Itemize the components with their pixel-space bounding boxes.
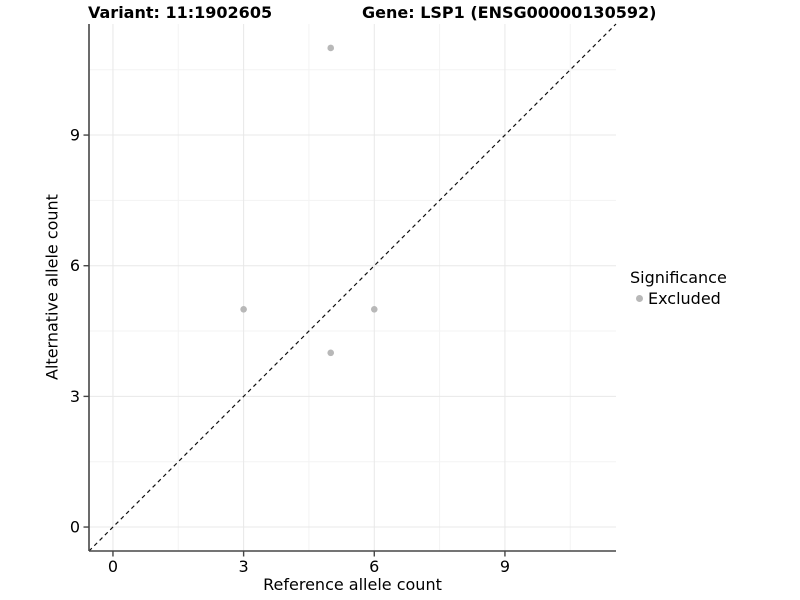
identity-dashed-line (88, 23, 617, 552)
legend-title: Significance (630, 268, 727, 287)
x-tick-label: 0 (108, 557, 118, 576)
legend: Significance Excluded (630, 268, 727, 308)
legend-item-excluded: Excluded (630, 289, 727, 308)
legend-point-icon (636, 295, 643, 302)
data-point (370, 305, 378, 313)
gene-title: Gene: LSP1 (ENSG00000130592) (362, 3, 657, 22)
data-point (327, 44, 335, 52)
x-tick-label: 3 (239, 557, 249, 576)
data-point (327, 349, 335, 357)
x-tick-label: 6 (369, 557, 379, 576)
x-tick-label: 9 (500, 557, 510, 576)
y-tick-label: 6 (70, 256, 80, 275)
legend-item-label: Excluded (648, 289, 721, 308)
y-tick-label: 0 (70, 518, 80, 537)
variant-title: Variant: 11:1902605 (88, 3, 273, 22)
data-point (240, 305, 247, 313)
y-tick-label: 3 (70, 387, 80, 406)
x-axis-label: Reference allele count (263, 575, 442, 594)
y-axis-label: Alternative allele count (42, 194, 62, 380)
y-tick-label: 9 (70, 126, 80, 145)
